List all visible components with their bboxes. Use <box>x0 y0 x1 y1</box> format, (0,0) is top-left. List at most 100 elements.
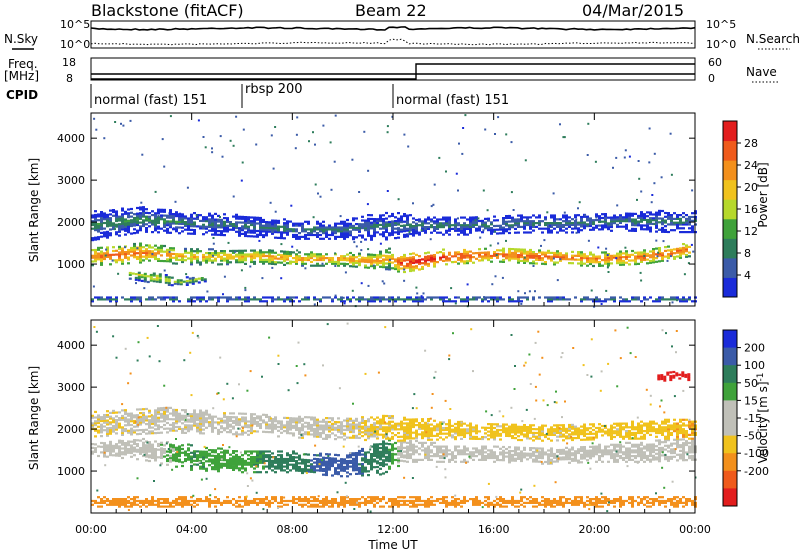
heatmap-cell <box>682 444 685 447</box>
heatmap-cell <box>595 216 598 219</box>
freq-panel: 18 8 60 0 Freq. [MHz] Nave CPID <box>4 56 780 102</box>
heatmap-cell <box>103 455 106 458</box>
heatmap-cell <box>103 214 106 217</box>
heatmap-cell <box>325 470 328 473</box>
heatmap-cell <box>148 221 151 224</box>
heatmap-cell <box>484 128 487 131</box>
heatmap-cell <box>400 261 403 264</box>
heatmap-cell <box>140 274 144 277</box>
heatmap-cell <box>688 457 691 460</box>
heatmap-cell <box>523 259 526 263</box>
heatmap-cell <box>526 458 529 461</box>
heatmap-cell <box>134 278 138 281</box>
heatmap-cell <box>559 456 562 459</box>
heatmap-cell <box>436 261 439 264</box>
heatmap-cell <box>334 230 337 233</box>
heatmap-cell <box>142 413 145 416</box>
heatmap-cell <box>622 300 625 303</box>
heatmap-cell <box>343 462 346 465</box>
heatmap-cell <box>106 415 109 418</box>
heatmap-cell <box>502 228 505 231</box>
heatmap-cell <box>346 298 349 301</box>
heatmap-cell <box>166 216 169 219</box>
heatmap-cell <box>283 225 286 228</box>
heatmap-cell <box>333 160 336 163</box>
heatmap-cell <box>142 430 145 433</box>
heatmap-cell <box>673 296 676 299</box>
heatmap-cell <box>211 466 214 469</box>
heatmap-cell <box>235 459 238 462</box>
heatmap-cell <box>169 231 172 234</box>
heatmap-cell <box>436 451 439 454</box>
heatmap-cell <box>169 298 172 301</box>
heatmap-cell <box>193 452 196 455</box>
heatmap-cell <box>511 248 514 251</box>
heatmap-cell <box>106 219 109 222</box>
heatmap-cell <box>586 223 589 226</box>
heatmap-cell <box>139 221 142 224</box>
heatmap-cell <box>250 255 253 258</box>
heatmap-cell <box>382 453 385 456</box>
heatmap-cell <box>337 264 340 267</box>
heatmap-cell <box>373 445 376 448</box>
heatmap-cell <box>331 232 334 235</box>
heatmap-cell <box>346 463 349 466</box>
heatmap-cell <box>91 443 94 446</box>
heatmap-cell <box>682 457 685 460</box>
heatmap-cell <box>157 227 160 230</box>
heatmap-cell <box>97 215 100 218</box>
heatmap-cell <box>412 225 415 228</box>
heatmap-cell <box>334 260 337 263</box>
heatmap-cell <box>370 257 373 260</box>
heatmap-cell <box>178 460 181 463</box>
heatmap-cell <box>277 221 280 224</box>
heatmap-cell <box>91 239 94 242</box>
heatmap-cell <box>562 456 565 459</box>
heatmap-cell <box>571 256 574 259</box>
heatmap-cell <box>256 229 259 233</box>
heatmap-cell <box>352 263 355 266</box>
heatmap-cell <box>103 212 106 215</box>
heatmap-cell <box>391 460 394 463</box>
heatmap-cell <box>151 221 154 224</box>
heatmap-cell <box>691 458 694 461</box>
heatmap-cell <box>283 469 286 472</box>
heatmap-cell <box>163 229 166 232</box>
heatmap-cell <box>130 444 133 447</box>
heatmap-cell <box>409 447 412 450</box>
heatmap-cell <box>235 453 238 457</box>
heatmap-cell <box>277 261 280 264</box>
heatmap-cell <box>274 221 277 224</box>
heatmap-cell <box>258 239 261 242</box>
heatmap-cell <box>124 420 127 423</box>
heatmap-cell <box>682 212 685 215</box>
heatmap-cell <box>685 442 688 445</box>
heatmap-cell <box>277 231 280 234</box>
heatmap-cell <box>685 300 688 303</box>
heatmap-cell <box>406 266 409 269</box>
heatmap-cell <box>574 219 577 223</box>
heatmap-cell <box>100 435 103 438</box>
heatmap-cell <box>595 259 598 262</box>
heatmap-cell <box>550 451 553 454</box>
heatmap-cell <box>370 236 373 239</box>
heatmap-cell <box>229 461 232 464</box>
heatmap-cell <box>151 214 154 217</box>
heatmap-cell <box>655 439 658 442</box>
heatmap-cell <box>130 211 133 214</box>
heatmap-cell <box>634 255 637 258</box>
heatmap-cell <box>565 231 568 234</box>
heatmap-cell <box>409 269 412 273</box>
heatmap-cell <box>646 456 649 459</box>
heatmap-cell <box>217 214 220 217</box>
heatmap-cell <box>193 217 196 220</box>
heatmap-cell <box>397 221 400 224</box>
heatmap-cell <box>436 226 439 229</box>
heatmap-cell <box>211 225 214 229</box>
heatmap-cell <box>292 300 295 303</box>
heatmap-cell <box>187 458 190 461</box>
heatmap-cell <box>157 259 160 262</box>
heatmap-cell <box>205 452 208 455</box>
heatmap-cell <box>358 191 361 193</box>
